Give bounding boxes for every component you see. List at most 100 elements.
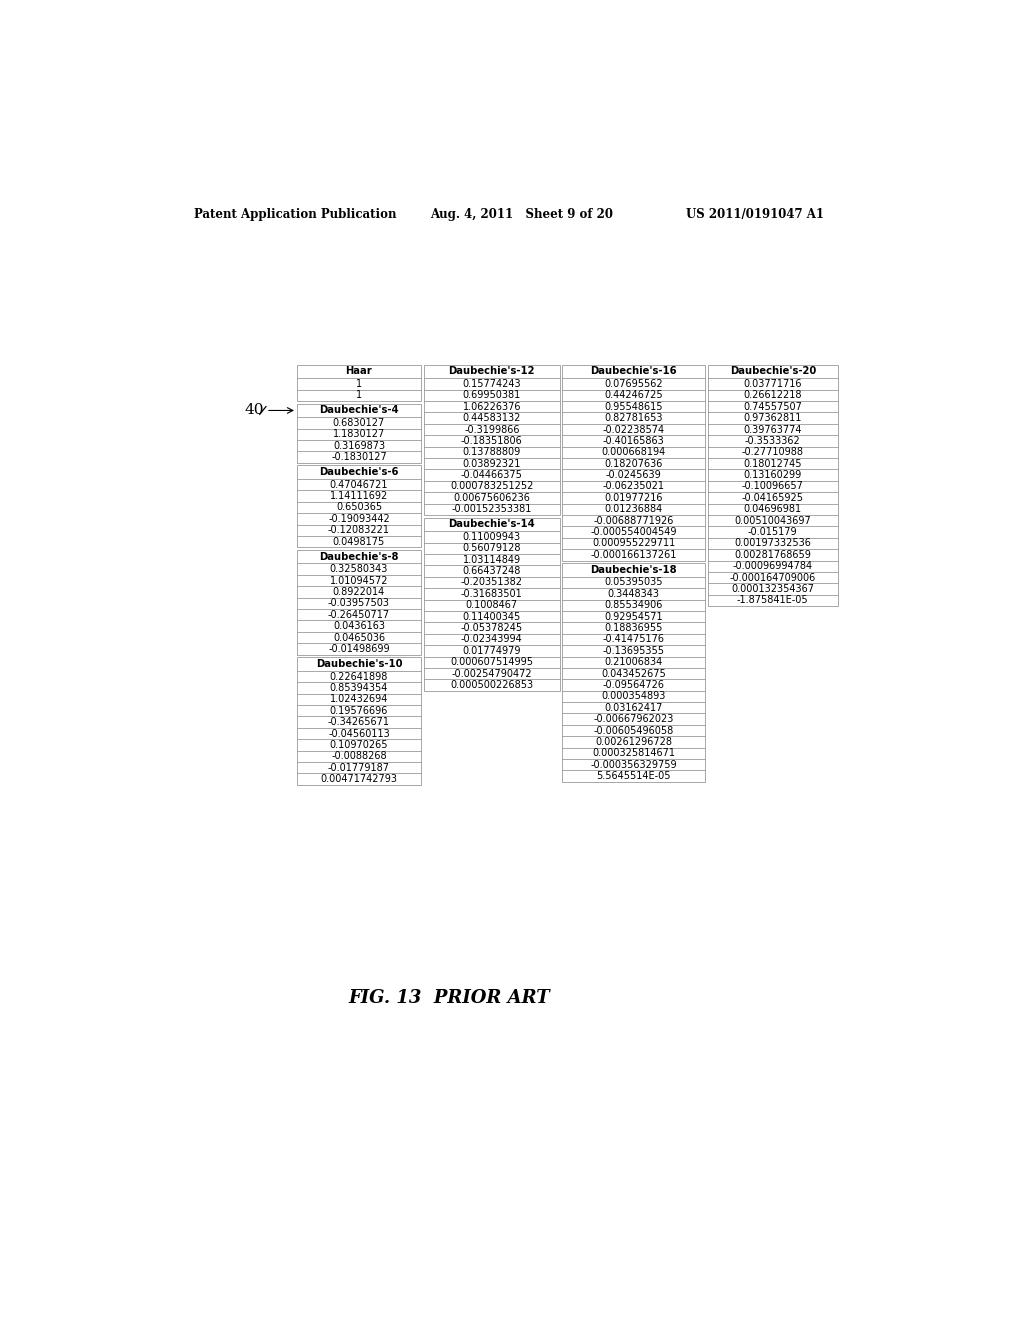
Text: 0.000783251252: 0.000783251252 <box>451 482 534 491</box>
Text: -0.00152353381: -0.00152353381 <box>452 504 532 515</box>
Bar <box>708 364 838 606</box>
Text: 0.0436163: 0.0436163 <box>333 622 385 631</box>
Text: -0.09564726: -0.09564726 <box>603 680 665 690</box>
Text: 0.19576696: 0.19576696 <box>330 706 388 715</box>
Text: 1.03114849: 1.03114849 <box>463 554 521 565</box>
Bar <box>297 657 421 785</box>
Text: 0.01236884: 0.01236884 <box>604 504 663 515</box>
Text: 0.043452675: 0.043452675 <box>601 669 666 678</box>
Text: 0.1008467: 0.1008467 <box>466 601 518 610</box>
Text: 1: 1 <box>356 379 362 389</box>
Text: Daubechie's-12: Daubechie's-12 <box>449 367 536 376</box>
Text: 0.15774243: 0.15774243 <box>463 379 521 389</box>
Text: Daubechie's-6: Daubechie's-6 <box>319 467 398 478</box>
Text: Patent Application Publication: Patent Application Publication <box>194 209 396 222</box>
Text: 0.85394354: 0.85394354 <box>330 682 388 693</box>
Text: Aug. 4, 2011   Sheet 9 of 20: Aug. 4, 2011 Sheet 9 of 20 <box>430 209 613 222</box>
Text: 0.85534906: 0.85534906 <box>604 601 663 610</box>
Text: 0.11400345: 0.11400345 <box>463 611 521 622</box>
Text: 0.6830127: 0.6830127 <box>333 418 385 428</box>
Text: -0.01779187: -0.01779187 <box>328 763 390 772</box>
Text: 40: 40 <box>245 404 264 417</box>
Text: Daubechie's-14: Daubechie's-14 <box>449 519 536 529</box>
Text: -0.02343994: -0.02343994 <box>461 635 522 644</box>
Text: Daubechie's-16: Daubechie's-16 <box>591 367 677 376</box>
Text: -0.12083221: -0.12083221 <box>328 525 390 535</box>
Text: 1.02432694: 1.02432694 <box>330 694 388 705</box>
Text: 0.22641898: 0.22641898 <box>330 672 388 681</box>
Text: 0.82781653: 0.82781653 <box>604 413 663 424</box>
Text: 0.69950381: 0.69950381 <box>463 391 521 400</box>
Text: 0.000607514995: 0.000607514995 <box>451 657 534 667</box>
Text: -0.13695355: -0.13695355 <box>603 645 665 656</box>
Text: 0.10970265: 0.10970265 <box>330 741 388 750</box>
Text: 0.8922014: 0.8922014 <box>333 587 385 597</box>
Text: 0.97362811: 0.97362811 <box>743 413 802 424</box>
Text: 0.03771716: 0.03771716 <box>743 379 802 389</box>
Text: 0.13788809: 0.13788809 <box>463 447 521 457</box>
Text: 1: 1 <box>356 391 362 400</box>
Text: 0.000668194: 0.000668194 <box>601 447 666 457</box>
Text: -0.1830127: -0.1830127 <box>331 451 387 462</box>
Text: -0.04466375: -0.04466375 <box>461 470 523 480</box>
Bar <box>562 564 706 781</box>
Text: 0.00675606236: 0.00675606236 <box>454 492 530 503</box>
Bar <box>297 364 421 401</box>
Text: 0.92954571: 0.92954571 <box>604 611 663 622</box>
Text: 0.00281768659: 0.00281768659 <box>734 550 811 560</box>
Text: 0.21006834: 0.21006834 <box>604 657 663 667</box>
Text: 0.03162417: 0.03162417 <box>604 702 663 713</box>
Text: Haar: Haar <box>345 367 373 376</box>
Text: 1.06226376: 1.06226376 <box>463 401 521 412</box>
Text: US 2011/0191047 A1: US 2011/0191047 A1 <box>686 209 824 222</box>
Bar <box>297 466 421 548</box>
Text: 0.3169873: 0.3169873 <box>333 441 385 450</box>
Text: 0.18207636: 0.18207636 <box>604 459 663 469</box>
Text: -0.000356329759: -0.000356329759 <box>591 760 677 770</box>
Text: 0.0498175: 0.0498175 <box>333 537 385 546</box>
Bar <box>424 364 560 515</box>
Bar <box>297 404 421 463</box>
Bar <box>424 517 560 690</box>
Text: 0.3448343: 0.3448343 <box>607 589 659 599</box>
Text: 0.07695562: 0.07695562 <box>604 379 663 389</box>
Text: -0.05378245: -0.05378245 <box>461 623 523 634</box>
Text: -0.31683501: -0.31683501 <box>461 589 522 599</box>
Text: 0.18836955: 0.18836955 <box>604 623 663 634</box>
Text: 0.000354893: 0.000354893 <box>601 692 666 701</box>
Text: 0.13160299: 0.13160299 <box>743 470 802 480</box>
Text: -0.04560113: -0.04560113 <box>328 729 390 738</box>
Text: 0.000500226853: 0.000500226853 <box>451 680 534 690</box>
Text: -0.19093442: -0.19093442 <box>328 513 390 524</box>
Text: -0.03957503: -0.03957503 <box>328 598 390 609</box>
Text: -0.20351382: -0.20351382 <box>461 577 523 587</box>
Text: -0.10096657: -0.10096657 <box>741 482 804 491</box>
Text: -0.34265671: -0.34265671 <box>328 717 390 727</box>
Text: -0.3533362: -0.3533362 <box>744 436 801 446</box>
Text: 0.0465036: 0.0465036 <box>333 632 385 643</box>
Text: Daubechie's-10: Daubechie's-10 <box>315 659 402 669</box>
Text: 0.11009943: 0.11009943 <box>463 532 521 541</box>
Text: 0.000132354367: 0.000132354367 <box>731 583 814 594</box>
Text: -0.06235021: -0.06235021 <box>603 482 665 491</box>
Text: -0.41475176: -0.41475176 <box>603 635 665 644</box>
Text: 0.44583132: 0.44583132 <box>463 413 521 424</box>
Text: -0.0088268: -0.0088268 <box>331 751 387 762</box>
Text: Daubechie's-20: Daubechie's-20 <box>730 367 816 376</box>
Text: 0.74557507: 0.74557507 <box>743 401 802 412</box>
Text: 0.00471742793: 0.00471742793 <box>321 774 397 784</box>
Text: -0.40165863: -0.40165863 <box>603 436 665 446</box>
Text: -0.015179: -0.015179 <box>748 527 798 537</box>
Text: -0.26450717: -0.26450717 <box>328 610 390 620</box>
Text: 0.01977216: 0.01977216 <box>604 492 663 503</box>
Text: 0.00261296728: 0.00261296728 <box>595 737 672 747</box>
Text: 0.00197332536: 0.00197332536 <box>734 539 811 549</box>
Text: 0.05395035: 0.05395035 <box>604 577 663 587</box>
Text: -0.01498699: -0.01498699 <box>328 644 390 653</box>
Text: 0.000955229711: 0.000955229711 <box>592 539 675 549</box>
Text: 0.47046721: 0.47046721 <box>330 479 388 490</box>
Text: 0.650365: 0.650365 <box>336 503 382 512</box>
Bar <box>562 364 706 561</box>
Text: 0.39763774: 0.39763774 <box>743 425 802 434</box>
Text: -0.3199866: -0.3199866 <box>464 425 519 434</box>
